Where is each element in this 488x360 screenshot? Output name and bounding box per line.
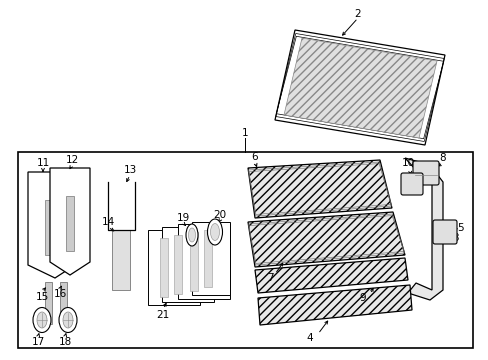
Polygon shape [28,172,75,278]
Bar [18,152,472,348]
Polygon shape [404,158,442,300]
Bar [66,196,74,251]
Text: 7: 7 [266,273,273,283]
Bar [178,224,229,299]
Text: 10: 10 [401,158,414,168]
Polygon shape [247,160,391,218]
Text: 6: 6 [251,152,258,162]
Polygon shape [247,212,404,267]
Ellipse shape [59,307,77,333]
Polygon shape [274,30,444,145]
Text: 3: 3 [451,233,457,243]
Polygon shape [258,285,411,325]
Polygon shape [254,258,407,293]
Bar [45,200,53,255]
Polygon shape [284,38,436,138]
Text: 8: 8 [439,153,446,163]
Text: 11: 11 [36,158,49,168]
Bar [45,282,52,324]
FancyBboxPatch shape [400,173,422,195]
Text: 16: 16 [53,289,66,299]
Ellipse shape [188,228,195,242]
Text: 20: 20 [213,210,226,220]
Bar [190,232,198,291]
FancyBboxPatch shape [432,220,456,244]
Bar [112,230,130,290]
Text: 15: 15 [35,292,48,302]
Bar [60,282,67,324]
Text: 12: 12 [65,155,79,165]
Ellipse shape [210,224,219,240]
Polygon shape [50,168,90,275]
Text: 21: 21 [156,310,169,320]
Bar [162,227,214,302]
FancyBboxPatch shape [412,161,438,185]
Bar [192,222,229,295]
Text: 1: 1 [241,128,248,138]
Text: 14: 14 [101,217,114,227]
Text: 4: 4 [306,333,313,343]
Bar [160,238,168,297]
Text: 17: 17 [31,337,44,347]
Ellipse shape [33,307,51,333]
Ellipse shape [63,312,73,328]
Text: 5: 5 [456,223,462,233]
Ellipse shape [207,219,222,245]
Text: 9: 9 [359,293,366,303]
Ellipse shape [185,224,198,246]
Ellipse shape [37,312,47,328]
Text: 18: 18 [58,337,71,347]
Text: 2: 2 [354,9,361,19]
Bar [174,235,182,294]
Text: 13: 13 [123,165,136,175]
Bar [203,230,212,287]
Text: 19: 19 [176,213,189,223]
Bar [148,230,200,305]
